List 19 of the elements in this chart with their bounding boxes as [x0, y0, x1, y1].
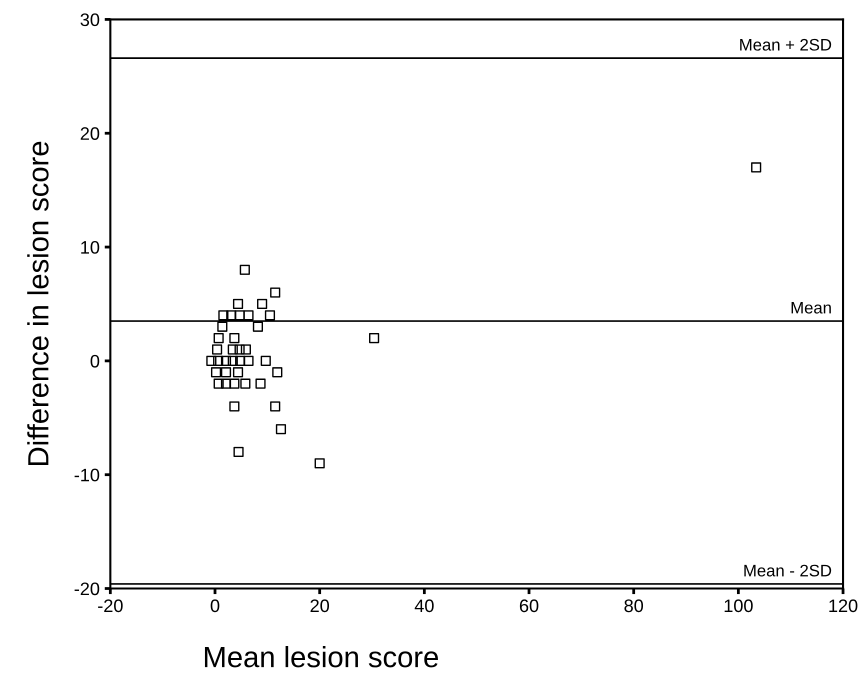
y-tick-label: -10	[74, 468, 100, 482]
y-tick-label: -20	[74, 582, 100, 596]
ref-line-label: Mean - 2SD	[744, 564, 832, 576]
y-tick-label: 0	[90, 354, 100, 368]
x-tick-label: 0	[210, 599, 220, 612]
y-tick-label: 30	[80, 13, 100, 26]
x-tick-label: -20	[98, 599, 123, 612]
x-tick-label: 40	[414, 599, 434, 612]
x-tick-label: 80	[624, 599, 644, 612]
ref-line-label: Mean	[792, 302, 831, 314]
y-axis-title: Difference in lesion score	[27, 142, 49, 466]
x-tick-label: 60	[520, 599, 538, 612]
ref-line-label: Mean + 2SD	[740, 38, 832, 51]
y-tick-label: 20	[80, 127, 100, 140]
x-tick-label: 20	[310, 599, 330, 612]
y-tick-label: 10	[81, 241, 100, 254]
x-tick-label: 100	[724, 599, 753, 612]
x-axis-title: Mean lesion score	[204, 646, 438, 668]
x-tick-label: 120	[829, 599, 858, 612]
